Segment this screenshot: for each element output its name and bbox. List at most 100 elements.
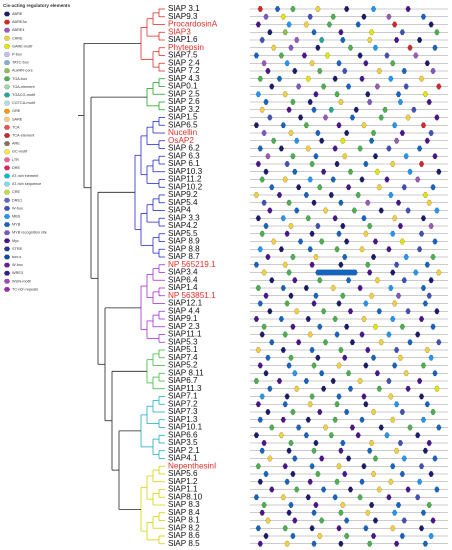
motif bbox=[349, 339, 356, 346]
motif bbox=[303, 122, 309, 129]
motif bbox=[434, 385, 440, 392]
motif bbox=[367, 99, 373, 105]
motif bbox=[309, 261, 315, 268]
legend-swatch bbox=[3, 262, 11, 268]
motif bbox=[276, 192, 283, 198]
motif bbox=[269, 339, 275, 346]
motif bbox=[290, 99, 296, 105]
motif bbox=[309, 525, 315, 532]
motif bbox=[257, 246, 263, 253]
motif bbox=[403, 254, 409, 260]
motif bbox=[369, 292, 375, 299]
motif bbox=[376, 308, 382, 315]
motif bbox=[284, 161, 290, 167]
motif bbox=[338, 261, 344, 268]
motif bbox=[420, 416, 427, 423]
motif bbox=[317, 323, 323, 330]
motif bbox=[392, 21, 398, 28]
motif bbox=[405, 114, 411, 121]
gene-label: SlAP 7.2 bbox=[168, 66, 200, 75]
motif bbox=[436, 339, 442, 346]
motif bbox=[276, 75, 283, 82]
motif bbox=[334, 478, 340, 485]
motif bbox=[361, 393, 367, 400]
motif bbox=[322, 339, 329, 346]
motif bbox=[297, 238, 304, 245]
motif bbox=[286, 269, 292, 276]
motif bbox=[420, 13, 427, 20]
legend-swatch bbox=[3, 35, 11, 41]
motif bbox=[284, 478, 290, 485]
gene-label: SlAP11.3 bbox=[168, 384, 202, 393]
motif bbox=[397, 223, 404, 229]
motif bbox=[367, 447, 373, 454]
motif bbox=[319, 517, 325, 524]
gene-label: SlAP4.1 bbox=[168, 454, 198, 463]
motif bbox=[334, 401, 340, 408]
motif bbox=[255, 161, 261, 167]
gene-label: SlAP 3.2 bbox=[168, 105, 200, 114]
motif bbox=[399, 130, 405, 136]
motif bbox=[263, 471, 269, 477]
motif bbox=[321, 83, 327, 90]
motif bbox=[436, 269, 442, 276]
motif bbox=[328, 432, 334, 439]
motif bbox=[255, 285, 261, 291]
motif bbox=[280, 494, 286, 501]
motif bbox=[370, 354, 377, 361]
motif bbox=[347, 486, 354, 493]
gene-label: SlAP11.2 bbox=[168, 175, 202, 184]
motif bbox=[294, 486, 300, 493]
motif bbox=[313, 254, 319, 260]
motif bbox=[370, 533, 377, 539]
motif bbox=[261, 502, 267, 508]
motif bbox=[434, 486, 440, 493]
motif bbox=[334, 246, 340, 253]
motif bbox=[424, 401, 430, 408]
motif bbox=[424, 347, 430, 353]
motif bbox=[363, 300, 369, 307]
motif bbox=[294, 385, 300, 392]
legend-label: AT-rich sequence bbox=[12, 182, 41, 186]
motif bbox=[357, 378, 363, 384]
motif bbox=[340, 440, 346, 446]
motif bbox=[347, 308, 354, 315]
motif bbox=[290, 323, 296, 330]
gene-label: SlAP1.4 bbox=[168, 283, 198, 292]
motif bbox=[430, 323, 436, 330]
motif bbox=[257, 300, 263, 307]
motif bbox=[309, 347, 315, 353]
legend-label: ABRE bbox=[12, 12, 23, 16]
legend-title: Cis-acting regulatory elements bbox=[3, 3, 71, 8]
motif bbox=[328, 192, 334, 198]
motif bbox=[370, 254, 377, 260]
gene-label: SlAP3 bbox=[168, 27, 191, 36]
motif bbox=[428, 277, 434, 284]
motif bbox=[376, 486, 382, 493]
gene-label: SlAP1.2 bbox=[168, 477, 198, 486]
motif bbox=[269, 424, 275, 431]
motif bbox=[257, 145, 263, 152]
motif bbox=[340, 137, 346, 144]
gene-label: SlAP 2.3 bbox=[168, 322, 200, 331]
motif bbox=[422, 447, 428, 454]
motif bbox=[321, 308, 327, 315]
motif bbox=[436, 424, 442, 431]
motif bbox=[359, 416, 365, 423]
motif bbox=[407, 339, 413, 346]
motif bbox=[401, 277, 407, 284]
motif bbox=[426, 199, 432, 206]
motif bbox=[317, 409, 323, 415]
motif bbox=[393, 347, 400, 353]
legend-label: LTR bbox=[12, 158, 19, 162]
motif bbox=[417, 478, 423, 485]
motif bbox=[355, 21, 361, 28]
gene-label: SlAP 8.3 bbox=[168, 500, 200, 509]
gene-label: SlAP1.6 bbox=[168, 35, 198, 44]
legend-label: TATC-box bbox=[12, 61, 29, 65]
motif bbox=[290, 471, 296, 477]
motif bbox=[376, 68, 382, 74]
gene-label: SlAP 4.4 bbox=[168, 306, 200, 315]
legend-swatch bbox=[3, 11, 11, 17]
motif bbox=[340, 37, 346, 43]
